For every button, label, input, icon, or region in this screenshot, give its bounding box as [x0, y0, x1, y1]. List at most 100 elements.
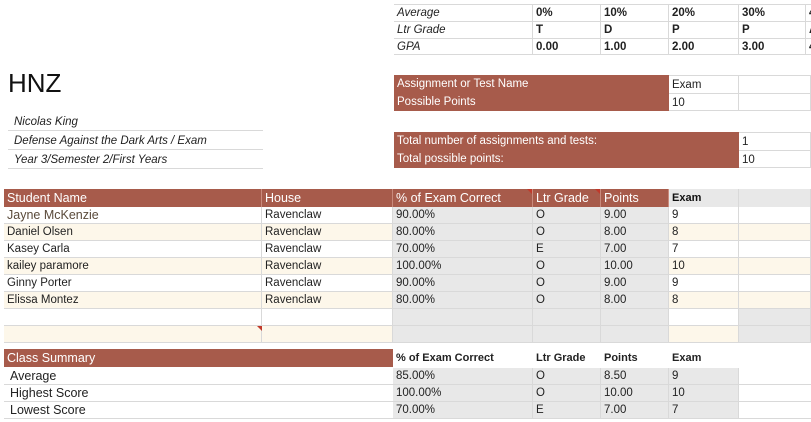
table-cell[interactable]: 100.00%	[393, 258, 533, 275]
table-cell[interactable]: Ravenclaw	[262, 241, 393, 258]
table-cell[interactable]: E	[533, 241, 601, 258]
scale-value[interactable]: D	[601, 21, 669, 38]
summary-value[interactable]: 7.00	[601, 402, 669, 419]
table-cell[interactable]: O	[533, 258, 601, 275]
summary-value[interactable]: 10.00	[601, 385, 669, 402]
summary-value[interactable]: 7	[669, 402, 739, 419]
empty-cell[interactable]	[669, 326, 739, 343]
teacher-name[interactable]: Nicolas King	[8, 114, 263, 131]
scale-value[interactable]: 0.00	[533, 38, 601, 55]
table-cell[interactable]: 8	[669, 224, 739, 241]
total-points-value[interactable]: 10	[739, 150, 811, 168]
summary-value[interactable]: 8.50	[601, 368, 669, 385]
empty-cell[interactable]	[739, 309, 811, 326]
table-cell[interactable]: Jayne McKenzie	[4, 207, 262, 224]
table-cell[interactable]: Ravenclaw	[262, 258, 393, 275]
table-cell[interactable]: 9	[669, 207, 739, 224]
scale-value[interactable]: 2.00	[669, 38, 739, 55]
table-cell[interactable]: Ravenclaw	[262, 275, 393, 292]
table-cell[interactable]: 10.00	[601, 258, 669, 275]
table-cell[interactable]: 8	[669, 292, 739, 309]
table-cell[interactable]: 9.00	[601, 275, 669, 292]
empty-cell[interactable]	[262, 326, 393, 343]
assignment-empty-cell[interactable]	[739, 75, 811, 93]
scale-value[interactable]: 1.00	[601, 38, 669, 55]
scale-value[interactable]: 30%	[739, 4, 806, 21]
table-cell[interactable]: Kasey Carla	[4, 241, 262, 258]
summary-value[interactable]: 70.00%	[393, 402, 533, 419]
scale-value[interactable]: 3.00	[739, 38, 806, 55]
table-cell[interactable]: 8.00	[601, 224, 669, 241]
summary-value[interactable]: 9	[669, 368, 739, 385]
table-cell[interactable]: 80.00%	[393, 292, 533, 309]
table-cell[interactable]: kailey paramore	[4, 258, 262, 275]
possible-points-value[interactable]: 10	[669, 93, 739, 111]
column-header[interactable]: % of Exam Correct	[393, 189, 533, 207]
empty-cell[interactable]	[4, 326, 262, 343]
empty-cell[interactable]	[739, 326, 811, 343]
scale-value[interactable]: P	[739, 21, 806, 38]
column-header[interactable]: Points	[601, 189, 669, 207]
table-cell[interactable]: 8.00	[601, 292, 669, 309]
scale-value[interactable]: 4	[806, 4, 811, 21]
table-cell[interactable]	[739, 258, 811, 275]
column-header[interactable]: House	[262, 189, 393, 207]
table-cell[interactable]: Elissa Montez	[4, 292, 262, 309]
summary-empty-cell[interactable]	[739, 402, 811, 419]
scale-value[interactable]: A	[806, 21, 811, 38]
column-header[interactable]: Student Name	[4, 189, 262, 207]
summary-value[interactable]: 85.00%	[393, 368, 533, 385]
scale-value[interactable]: 10%	[601, 4, 669, 21]
table-cell[interactable]: Ravenclaw	[262, 224, 393, 241]
empty-cell[interactable]	[533, 326, 601, 343]
table-cell[interactable]	[739, 292, 811, 309]
table-cell[interactable]	[739, 224, 811, 241]
total-count-value[interactable]: 1	[739, 132, 811, 150]
scale-value[interactable]: 4	[806, 38, 811, 55]
scale-value[interactable]: P	[669, 21, 739, 38]
column-header[interactable]: Exam	[669, 189, 739, 207]
possible-points-empty-cell[interactable]	[739, 93, 811, 111]
empty-cell[interactable]	[4, 309, 262, 326]
table-cell[interactable]	[739, 241, 811, 258]
table-cell[interactable]: 7.00	[601, 241, 669, 258]
table-cell[interactable]: 9.00	[601, 207, 669, 224]
empty-cell[interactable]	[601, 326, 669, 343]
empty-cell[interactable]	[393, 326, 533, 343]
term-name[interactable]: Year 3/Semester 2/First Years	[8, 152, 263, 169]
table-cell[interactable]	[739, 275, 811, 292]
table-cell[interactable]: O	[533, 224, 601, 241]
table-cell[interactable]: O	[533, 207, 601, 224]
table-cell[interactable]: Daniel Olsen	[4, 224, 262, 241]
summary-value[interactable]: 10	[669, 385, 739, 402]
scale-value[interactable]: T	[533, 21, 601, 38]
table-cell[interactable]: Ginny Porter	[4, 275, 262, 292]
table-cell[interactable]: 80.00%	[393, 224, 533, 241]
summary-empty-cell[interactable]	[739, 368, 811, 385]
empty-cell[interactable]	[393, 309, 533, 326]
table-cell[interactable]: Ravenclaw	[262, 207, 393, 224]
table-cell[interactable]: Ravenclaw	[262, 292, 393, 309]
table-cell[interactable]: 10	[669, 258, 739, 275]
course-name[interactable]: Defense Against the Dark Arts / Exam	[8, 133, 263, 150]
column-header[interactable]: Ltr Grade	[533, 189, 601, 207]
table-cell[interactable]	[739, 207, 811, 224]
empty-cell[interactable]	[533, 309, 601, 326]
summary-value[interactable]: E	[533, 402, 601, 419]
empty-cell[interactable]	[262, 309, 393, 326]
scale-value[interactable]: 20%	[669, 4, 739, 21]
empty-cell[interactable]	[601, 309, 669, 326]
table-cell[interactable]: 90.00%	[393, 207, 533, 224]
empty-cell[interactable]	[669, 309, 739, 326]
table-cell[interactable]: 9	[669, 275, 739, 292]
table-cell[interactable]: O	[533, 292, 601, 309]
scale-value[interactable]: 0%	[533, 4, 601, 21]
table-cell[interactable]: O	[533, 275, 601, 292]
assignment-name-value[interactable]: Exam	[669, 75, 739, 93]
table-cell[interactable]: 7	[669, 241, 739, 258]
summary-value[interactable]: O	[533, 368, 601, 385]
table-cell[interactable]: 90.00%	[393, 275, 533, 292]
summary-value[interactable]: O	[533, 385, 601, 402]
summary-empty-cell[interactable]	[739, 385, 811, 402]
table-cell[interactable]: 70.00%	[393, 241, 533, 258]
